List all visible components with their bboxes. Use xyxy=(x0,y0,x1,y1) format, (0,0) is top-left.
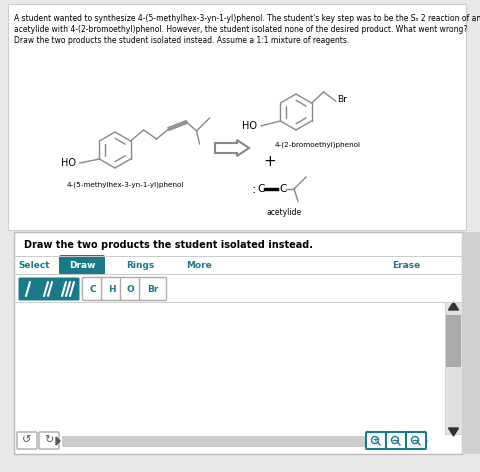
FancyArrow shape xyxy=(215,140,249,156)
Text: Select: Select xyxy=(18,261,50,270)
Bar xyxy=(445,302,462,434)
Text: Erase: Erase xyxy=(392,261,420,270)
Text: acetylide: acetylide xyxy=(266,208,301,217)
Text: Draw: Draw xyxy=(69,261,95,270)
FancyBboxPatch shape xyxy=(19,278,80,301)
Text: C: C xyxy=(89,285,96,294)
FancyBboxPatch shape xyxy=(386,432,406,449)
Text: HO: HO xyxy=(242,121,257,131)
Text: +: + xyxy=(264,154,276,169)
Text: :: : xyxy=(252,183,256,196)
Polygon shape xyxy=(448,302,458,310)
Bar xyxy=(462,232,480,454)
Polygon shape xyxy=(56,437,60,445)
Text: A student wanted to synthesize 4-(5-methylhex-3-yn-1-yl)phenol. The student's ke: A student wanted to synthesize 4-(5-meth… xyxy=(14,14,480,23)
Text: More: More xyxy=(186,261,212,270)
FancyBboxPatch shape xyxy=(83,278,103,301)
FancyBboxPatch shape xyxy=(101,278,121,301)
Polygon shape xyxy=(423,437,427,445)
Text: H: H xyxy=(108,285,115,294)
FancyBboxPatch shape xyxy=(366,432,386,449)
Text: ↻: ↻ xyxy=(44,436,54,446)
Bar xyxy=(8,4,466,230)
Polygon shape xyxy=(448,428,458,436)
Text: Br: Br xyxy=(147,285,159,294)
Text: Draw the two products the student isolated instead. Assume a 1:1 mixture of reag: Draw the two products the student isolat… xyxy=(14,36,349,45)
Text: C: C xyxy=(279,184,287,194)
Text: 4-(2-bromoethyl)phenol: 4-(2-bromoethyl)phenol xyxy=(275,142,361,149)
FancyBboxPatch shape xyxy=(406,432,426,449)
Text: C: C xyxy=(257,184,264,194)
Text: ↺: ↺ xyxy=(22,436,32,446)
Text: Br: Br xyxy=(337,94,348,103)
FancyBboxPatch shape xyxy=(59,255,105,275)
FancyBboxPatch shape xyxy=(120,278,141,301)
Bar xyxy=(62,436,423,447)
Bar xyxy=(446,315,461,367)
Text: 4-(5-methylhex-3-yn-1-yl)phenol: 4-(5-methylhex-3-yn-1-yl)phenol xyxy=(66,182,184,188)
Text: Rings: Rings xyxy=(126,261,154,270)
FancyBboxPatch shape xyxy=(39,432,59,449)
Text: HO: HO xyxy=(61,158,76,168)
FancyBboxPatch shape xyxy=(14,232,462,454)
Text: acetylide with 4-(2-bromoethyl)phenol. However, the student isolated none of the: acetylide with 4-(2-bromoethyl)phenol. H… xyxy=(14,25,468,34)
FancyBboxPatch shape xyxy=(140,278,167,301)
FancyBboxPatch shape xyxy=(17,432,37,449)
Text: Draw the two products the student isolated instead.: Draw the two products the student isolat… xyxy=(24,240,313,250)
Text: +: + xyxy=(372,437,378,443)
Text: O: O xyxy=(127,285,134,294)
